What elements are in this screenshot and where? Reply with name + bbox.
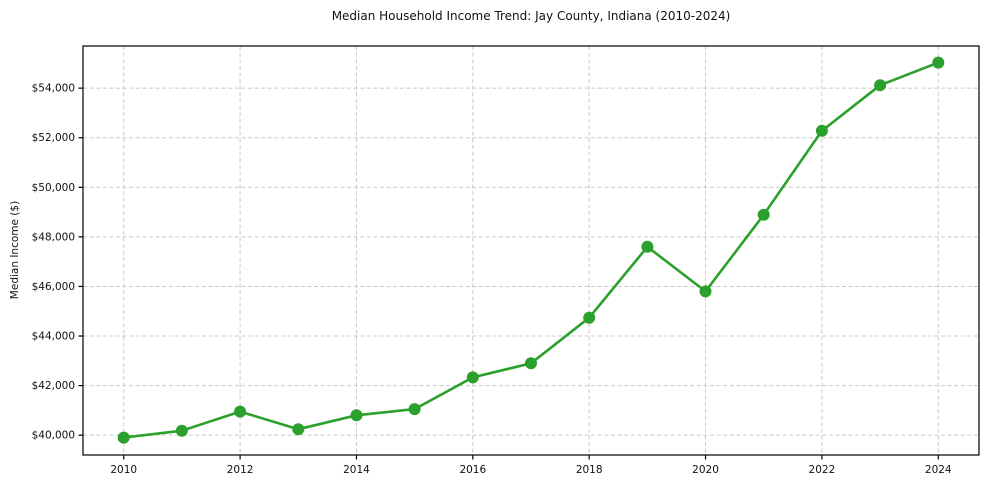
y-tick-label: $50,000 — [32, 182, 75, 194]
x-tick-label: 2012 — [227, 464, 254, 476]
y-tick-label: $48,000 — [32, 231, 75, 243]
chart-title: Median Household Income Trend: Jay Count… — [331, 9, 731, 23]
data-point — [932, 56, 945, 69]
data-point — [175, 424, 188, 437]
x-tick-label: 2010 — [110, 464, 137, 476]
data-point — [583, 311, 596, 324]
data-point — [350, 409, 363, 422]
axes-frame — [82, 45, 980, 456]
y-tick-label: $44,000 — [32, 331, 75, 343]
data-point — [408, 403, 421, 416]
x-tick-label: 2024 — [925, 464, 952, 476]
data-point — [815, 124, 828, 137]
data-line — [122, 61, 940, 439]
data-point — [525, 357, 537, 370]
y-tick-label: $46,000 — [32, 281, 75, 293]
x-tick-label: 2022 — [809, 464, 836, 476]
y-tick-label: $42,000 — [32, 380, 75, 392]
data-point — [466, 371, 479, 384]
x-tick-label: 2016 — [459, 464, 486, 476]
data-point — [699, 285, 712, 298]
data-point — [874, 79, 887, 92]
data-point — [757, 208, 770, 221]
x-tick-label: 2018 — [576, 464, 603, 476]
data-point — [292, 423, 305, 436]
data-point — [234, 405, 247, 418]
y-tick-label: $40,000 — [32, 430, 75, 442]
data-point — [641, 240, 654, 253]
y-tick-label: $52,000 — [32, 132, 75, 144]
x-tick-label: 2020 — [692, 464, 719, 476]
data-point — [117, 431, 130, 444]
x-tick-label: 2014 — [343, 464, 370, 476]
y-tick-label: $54,000 — [32, 83, 75, 95]
